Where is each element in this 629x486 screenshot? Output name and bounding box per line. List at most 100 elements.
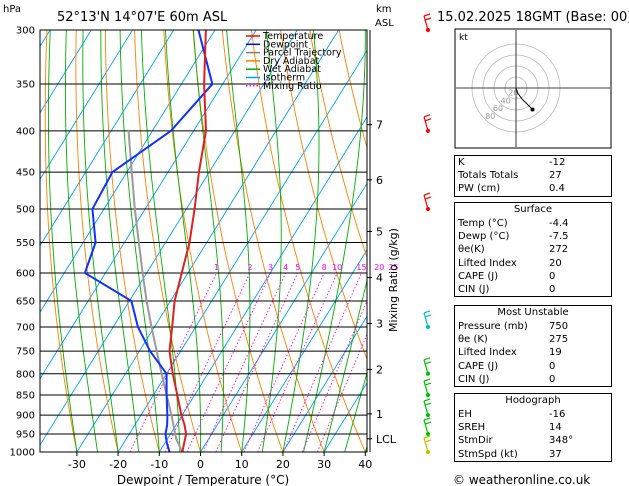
wet-adiabat-line bbox=[193, 30, 224, 452]
pressure-tick-label: 700 bbox=[16, 322, 35, 333]
wind-barb bbox=[423, 357, 432, 376]
asl-label: ASL bbox=[375, 18, 394, 29]
index-row: Pressure (mb) 750 bbox=[455, 320, 611, 333]
index-row: CAPE (J) 0 bbox=[455, 270, 611, 283]
location-title: 52°13'N 14°07'E 60m ASL bbox=[57, 10, 228, 25]
legend-entry: Parcel Trajectory bbox=[263, 48, 342, 59]
km-tick-label: 4 bbox=[376, 272, 383, 285]
km-tick-label: 1 bbox=[376, 408, 383, 421]
index-label: EH bbox=[458, 409, 472, 421]
pressure-tick-label: 950 bbox=[16, 430, 35, 441]
x-axis-title: Dewpoint / Temperature (°C) bbox=[117, 473, 289, 486]
wet-adiabat-line bbox=[261, 30, 282, 452]
mixing-ratio-label: 8 bbox=[322, 263, 327, 272]
index-label: Lifted Index bbox=[458, 257, 517, 269]
hpa-label: hPa bbox=[3, 4, 21, 15]
pressure-tick-label: 500 bbox=[16, 205, 35, 216]
mixing-ratio-label: 25 bbox=[388, 263, 398, 272]
y-axis-title: Mixing Ratio (g/kg) bbox=[387, 228, 400, 332]
legend-entry: Wet Adiabat bbox=[263, 64, 321, 75]
hodograph-unit: kt bbox=[459, 33, 468, 43]
index-value: 272 bbox=[549, 244, 569, 256]
index-row: EH -16 bbox=[455, 408, 611, 421]
isotherm-line bbox=[0, 30, 9, 452]
index-value: 0 bbox=[549, 373, 556, 385]
legend-entry: Dry Adiabat bbox=[263, 56, 320, 67]
mixing-ratio-label: 2 bbox=[247, 263, 252, 272]
temperature-tick-label: 20 bbox=[276, 458, 290, 471]
wind-barb bbox=[423, 192, 432, 212]
index-label: CAPE (J) bbox=[458, 360, 499, 372]
parcel-trajectory-line bbox=[127, 130, 184, 452]
surface-title: Surface bbox=[513, 204, 553, 215]
index-row: Totals Totals 27 bbox=[455, 169, 611, 182]
legend-entry: Isotherm bbox=[263, 73, 305, 84]
index-label: Lifted Index bbox=[458, 347, 517, 359]
index-value: 37 bbox=[549, 448, 562, 460]
index-row: SREH 14 bbox=[455, 421, 611, 434]
pressure-tick-label: 750 bbox=[16, 347, 35, 358]
isotherm-line bbox=[117, 49, 367, 452]
dewpoint-line bbox=[83, 30, 214, 452]
km-tick-label: 2 bbox=[376, 363, 383, 376]
index-row: K -12 bbox=[455, 156, 611, 169]
index-label: Pressure (mb) bbox=[458, 321, 528, 333]
copyright: © weatheronline.co.uk bbox=[453, 473, 590, 486]
most-unstable-title: Most Unstable bbox=[497, 307, 569, 318]
wind-barb bbox=[423, 13, 432, 33]
dry-adiabat-line bbox=[338, 30, 367, 150]
index-label: StmSpd (kt) bbox=[458, 448, 518, 460]
general-indices-box: K -12 Totals Totals 27 PW (cm) 0.4 bbox=[454, 155, 612, 197]
index-label: Temp (°C) bbox=[458, 218, 508, 230]
pressure-tick-label: 650 bbox=[16, 297, 35, 308]
index-row: StmSpd (kt) 37 bbox=[455, 448, 611, 461]
hodograph-frame bbox=[454, 28, 612, 149]
index-row: Temp (°C) -4.4 bbox=[455, 217, 611, 230]
index-label: SREH bbox=[458, 422, 486, 434]
mixing-ratio-label: 5 bbox=[295, 263, 300, 272]
dry-adiabat-line bbox=[250, 30, 366, 452]
index-label: PW (cm) bbox=[458, 183, 501, 195]
dry-adiabat-line bbox=[192, 30, 284, 452]
temperature-tick-label: 40 bbox=[358, 458, 372, 471]
index-row: Lifted Index 19 bbox=[455, 346, 611, 359]
temperature-tick-label: 30 bbox=[317, 458, 331, 471]
index-label: CAPE (J) bbox=[458, 270, 499, 282]
pressure-tick-label: 350 bbox=[16, 80, 35, 91]
index-row: Lifted Index 20 bbox=[455, 257, 611, 270]
isotherm-line bbox=[40, 30, 298, 446]
wet-adiabat-line bbox=[323, 278, 367, 452]
isotherm-line bbox=[282, 315, 367, 452]
pressure-tick-label: 800 bbox=[16, 369, 35, 380]
wet-adiabat-line bbox=[64, 30, 98, 452]
pressure-tick-label: 300 bbox=[16, 26, 35, 37]
index-value: -12 bbox=[549, 157, 566, 169]
km-tick-label: 3 bbox=[376, 317, 383, 330]
hodograph-index-box: Hodograph EH -16 SREH 14 StmDir 348° StmSpd (k… bbox=[454, 393, 612, 462]
index-value: 0 bbox=[549, 360, 556, 372]
index-value: 19 bbox=[549, 347, 562, 359]
pressure-tick-label: 400 bbox=[16, 126, 35, 137]
hodograph-ring-label: 80 bbox=[485, 112, 495, 121]
km-label: km bbox=[376, 4, 392, 15]
temperature-tick-label: -20 bbox=[109, 458, 127, 471]
isotherm-line bbox=[40, 30, 175, 247]
pressure-tick-label: 450 bbox=[16, 168, 35, 179]
dry-adiabat-line bbox=[44, 30, 78, 452]
index-row: CAPE (J) 0 bbox=[455, 360, 611, 373]
hodograph-ring-label: 20 bbox=[508, 89, 518, 98]
index-label: StmDir bbox=[458, 435, 493, 447]
mixing-ratio-label: 20 bbox=[374, 263, 384, 272]
km-tick-label: 7 bbox=[376, 119, 383, 132]
index-value: -4.4 bbox=[549, 218, 569, 230]
mixing-ratio-label: 10 bbox=[332, 263, 342, 272]
temperature-tick-label: -30 bbox=[68, 458, 86, 471]
mixing-ratio-label: 1 bbox=[214, 263, 219, 272]
mixing-ratio-label: 15 bbox=[356, 263, 366, 272]
index-label: θe (K) bbox=[458, 334, 488, 346]
index-value: 750 bbox=[549, 321, 569, 333]
index-label: CIN (J) bbox=[458, 373, 490, 385]
isotherm-line bbox=[241, 249, 367, 452]
dry-adiabat-line bbox=[104, 30, 160, 452]
index-row: StmDir 348° bbox=[455, 434, 611, 447]
